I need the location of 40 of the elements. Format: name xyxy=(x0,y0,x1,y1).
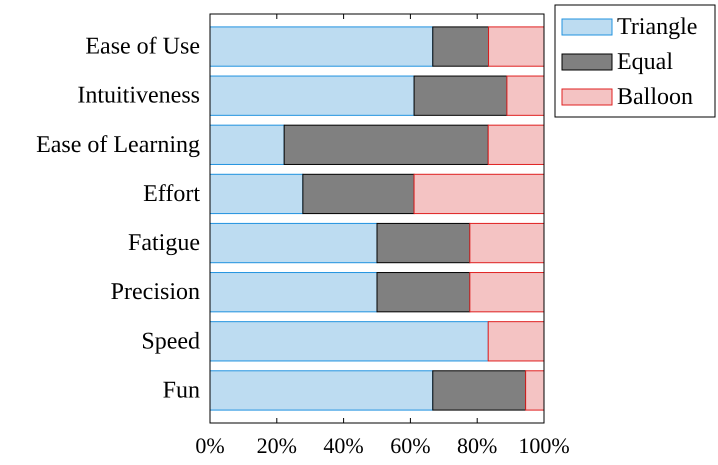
bar xyxy=(525,370,544,411)
bar xyxy=(506,76,544,116)
x-tick-label: 80% xyxy=(457,433,498,458)
x-tick-label: 40% xyxy=(323,433,364,458)
bar xyxy=(284,124,489,165)
bar xyxy=(488,124,544,165)
bar xyxy=(488,321,544,362)
x-tick-label: 100% xyxy=(518,433,570,458)
bar xyxy=(210,76,415,116)
legend-label: Equal xyxy=(617,49,674,75)
y-tick-label: Ease of Learning xyxy=(36,132,200,158)
bar xyxy=(210,272,378,312)
y-tick-label: Precision xyxy=(110,279,200,306)
legend-label: Balloon xyxy=(617,84,693,110)
bar xyxy=(210,26,434,67)
bar xyxy=(488,26,544,67)
bar xyxy=(210,222,378,264)
bar xyxy=(210,124,285,165)
bar xyxy=(302,174,415,214)
bar xyxy=(414,174,544,214)
x-tick-label: 60% xyxy=(390,433,431,458)
y-tick-label: Speed xyxy=(141,328,200,354)
bar xyxy=(469,272,544,312)
bar xyxy=(469,222,544,264)
y-tick-label: Effort xyxy=(143,180,200,207)
y-tick-label: Ease of Use xyxy=(85,34,200,60)
legend-label: Triangle xyxy=(617,14,698,40)
y-tick-label: Fatigue xyxy=(128,230,200,256)
bar xyxy=(432,370,526,411)
x-tick-label: 20% xyxy=(256,433,297,458)
bar xyxy=(376,272,470,312)
bar xyxy=(376,222,470,264)
bar xyxy=(414,76,508,116)
bar xyxy=(432,26,490,67)
bar xyxy=(210,321,489,362)
x-tick-label: 0% xyxy=(195,433,225,458)
y-tick-label: Fun xyxy=(162,377,200,404)
bar xyxy=(210,174,304,214)
bar xyxy=(210,370,434,411)
y-tick-label: Intuitiveness xyxy=(77,82,200,109)
